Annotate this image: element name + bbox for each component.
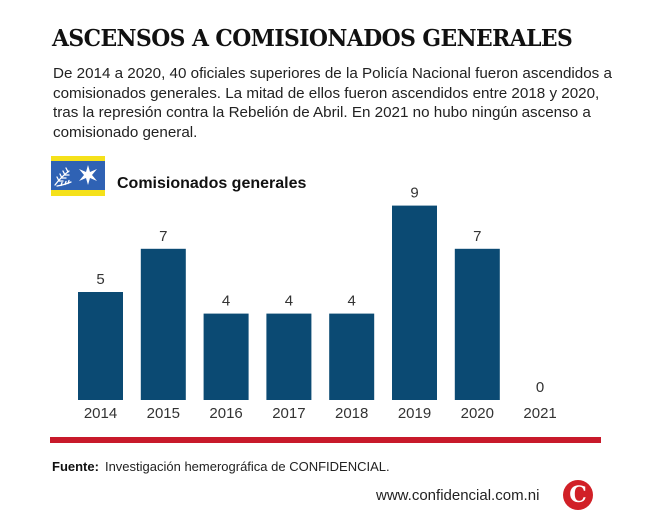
x-tick-label-2021: 2021	[523, 405, 556, 422]
police-insignia-icon	[51, 156, 105, 196]
x-tick-label-2017: 2017	[272, 405, 305, 422]
bar-2020	[454, 248, 500, 400]
confidencial-logo-icon: C	[563, 480, 593, 510]
data-label-2016: 4	[222, 293, 230, 310]
infographic-title: ASCENSOS A COMISIONADOS GENERALES	[52, 24, 573, 52]
x-tick-label-2014: 2014	[84, 405, 117, 422]
bar-2016	[203, 313, 249, 400]
data-label-2020: 7	[473, 228, 481, 245]
source-label: Fuente:	[52, 459, 99, 474]
bar-2019	[392, 205, 437, 400]
bar-2017	[266, 313, 312, 400]
x-tick-label-2015: 2015	[147, 405, 180, 422]
bar-2018	[329, 313, 375, 400]
bar-2015	[140, 248, 186, 400]
x-tick-label-2016: 2016	[209, 405, 242, 422]
source-text: Investigación hemerográfica de CONFIDENC…	[104, 459, 390, 474]
site-link[interactable]: www.confidencial.com.ni	[376, 487, 540, 504]
lead-paragraph: De 2014 a 2020, 40 oficiales superiores …	[53, 65, 612, 141]
x-tick-label-2018: 2018	[335, 405, 368, 422]
data-label-2021: 0	[536, 379, 544, 396]
data-label-2015: 7	[159, 228, 167, 245]
data-label-2019: 9	[410, 185, 418, 202]
data-label-2017: 4	[285, 293, 293, 310]
chart-title: Comisionados generales	[117, 175, 307, 192]
data-label-2018: 4	[348, 293, 356, 310]
bar-2014	[78, 292, 123, 400]
source-note: Fuente: Investigación hemerográfica de CO…	[52, 459, 390, 474]
x-tick-label-2020: 2020	[461, 405, 494, 422]
x-tick-label-2019: 2019	[398, 405, 431, 422]
divider-line	[50, 437, 601, 443]
data-label-2014: 5	[96, 271, 104, 288]
